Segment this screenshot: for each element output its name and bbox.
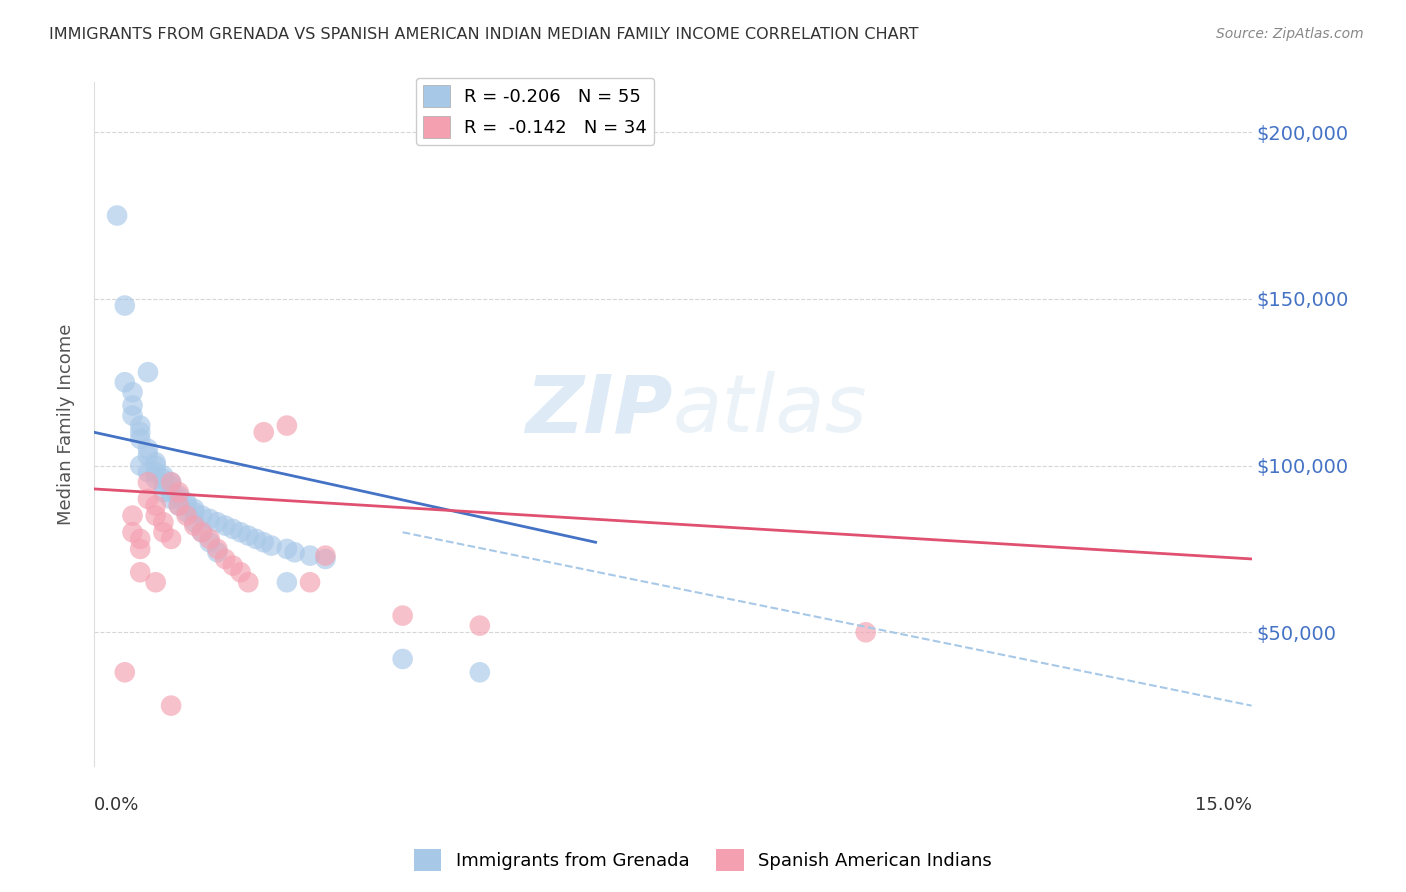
Point	[160, 532, 183, 546]
Point	[145, 465, 167, 479]
Point	[191, 508, 214, 523]
Point	[136, 442, 159, 456]
Point	[276, 541, 298, 556]
Text: Source: ZipAtlas.com: Source: ZipAtlas.com	[1216, 27, 1364, 41]
Point	[284, 545, 307, 559]
Point	[183, 502, 205, 516]
Point	[222, 522, 245, 536]
Point	[276, 575, 298, 590]
Point	[145, 499, 167, 513]
Point	[114, 376, 136, 390]
Text: IMMIGRANTS FROM GRENADA VS SPANISH AMERICAN INDIAN MEDIAN FAMILY INCOME CORRELAT: IMMIGRANTS FROM GRENADA VS SPANISH AMERI…	[49, 27, 918, 42]
Point	[253, 425, 276, 440]
Point	[238, 528, 260, 542]
Point	[160, 698, 183, 713]
Point	[152, 472, 174, 486]
Point	[299, 575, 322, 590]
Point	[145, 455, 167, 469]
Legend: Immigrants from Grenada, Spanish American Indians: Immigrants from Grenada, Spanish America…	[406, 842, 1000, 879]
Point	[391, 652, 413, 666]
Point	[198, 535, 221, 549]
Point	[152, 468, 174, 483]
Point	[167, 489, 190, 503]
Point	[152, 515, 174, 529]
Point	[276, 418, 298, 433]
Point	[229, 525, 252, 540]
Point	[121, 508, 143, 523]
Legend: R = -0.206   N = 55, R =  -0.142   N = 34: R = -0.206 N = 55, R = -0.142 N = 34	[416, 78, 654, 145]
Point	[229, 566, 252, 580]
Text: atlas: atlas	[672, 371, 868, 450]
Point	[160, 491, 183, 506]
Point	[214, 552, 236, 566]
Point	[245, 532, 267, 546]
Point	[198, 532, 221, 546]
Point	[121, 409, 143, 423]
Point	[183, 515, 205, 529]
Text: ZIP: ZIP	[526, 371, 672, 450]
Point	[136, 491, 159, 506]
Point	[176, 499, 198, 513]
Point	[129, 432, 152, 446]
Point	[145, 508, 167, 523]
Point	[207, 515, 229, 529]
Point	[136, 465, 159, 479]
Point	[160, 475, 183, 490]
Y-axis label: Median Family Income: Median Family Income	[58, 323, 75, 524]
Point	[183, 505, 205, 519]
Point	[160, 475, 183, 490]
Point	[391, 608, 413, 623]
Point	[167, 499, 190, 513]
Text: 0.0%: 0.0%	[94, 797, 139, 814]
Point	[121, 399, 143, 413]
Point	[136, 449, 159, 463]
Point	[299, 549, 322, 563]
Point	[129, 566, 152, 580]
Point	[198, 512, 221, 526]
Point	[136, 475, 159, 490]
Point	[176, 495, 198, 509]
Point	[314, 549, 336, 563]
Point	[222, 558, 245, 573]
Point	[167, 499, 190, 513]
Point	[855, 625, 877, 640]
Point	[152, 478, 174, 492]
Text: 15.0%: 15.0%	[1195, 797, 1251, 814]
Point	[114, 665, 136, 680]
Point	[105, 209, 128, 223]
Point	[145, 575, 167, 590]
Point	[136, 365, 159, 379]
Point	[129, 418, 152, 433]
Point	[129, 541, 152, 556]
Point	[121, 525, 143, 540]
Point	[129, 458, 152, 473]
Point	[145, 472, 167, 486]
Point	[167, 485, 190, 500]
Point	[207, 545, 229, 559]
Point	[260, 539, 283, 553]
Point	[238, 575, 260, 590]
Point	[114, 299, 136, 313]
Point	[176, 505, 198, 519]
Point	[167, 491, 190, 506]
Point	[314, 552, 336, 566]
Point	[152, 485, 174, 500]
Point	[121, 385, 143, 400]
Point	[191, 525, 214, 540]
Point	[176, 508, 198, 523]
Point	[468, 665, 491, 680]
Point	[160, 485, 183, 500]
Point	[152, 525, 174, 540]
Point	[191, 525, 214, 540]
Point	[129, 425, 152, 440]
Point	[468, 618, 491, 632]
Point	[183, 518, 205, 533]
Point	[145, 458, 167, 473]
Point	[214, 518, 236, 533]
Point	[253, 535, 276, 549]
Point	[207, 541, 229, 556]
Point	[160, 478, 183, 492]
Point	[129, 532, 152, 546]
